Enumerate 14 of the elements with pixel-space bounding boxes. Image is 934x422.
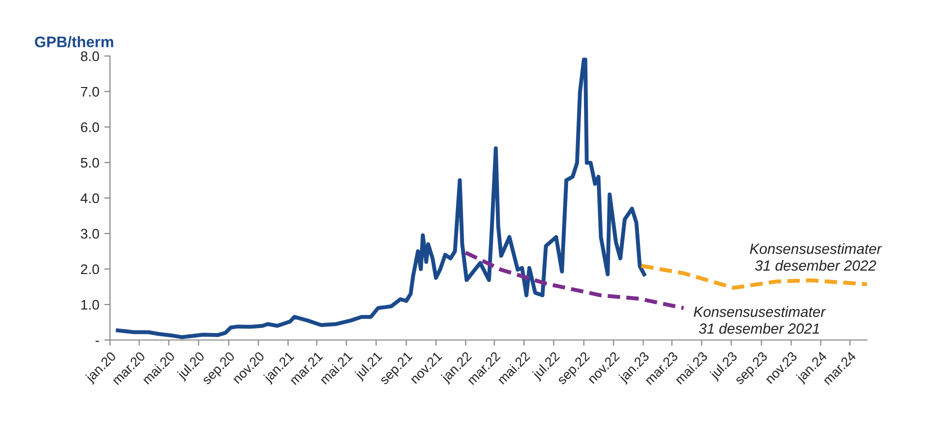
y-tick-label: 1.0 bbox=[81, 300, 100, 310]
y-tick-label: 3.0 bbox=[80, 228, 100, 239]
series-label: Konsensusestimater 31 desember 2021 bbox=[694, 306, 826, 334]
y-tick-label: 2.0 bbox=[80, 264, 100, 274]
y-tick-label: 7.0 bbox=[80, 86, 100, 97]
y-tick-label: 5.0 bbox=[80, 158, 100, 168]
y-tick-label: 4.0 bbox=[80, 193, 100, 204]
y-axis-title: GPB/therm bbox=[34, 36, 114, 48]
y-tick-label: 8.0 bbox=[80, 51, 100, 62]
line-series bbox=[116, 58, 646, 340]
line-series bbox=[464, 250, 686, 310]
y-tick-label: - bbox=[96, 340, 99, 342]
y-tick-label: 6.0 bbox=[80, 122, 100, 132]
series-label: Konsensusestimater 31 desember 2022 bbox=[750, 243, 882, 271]
